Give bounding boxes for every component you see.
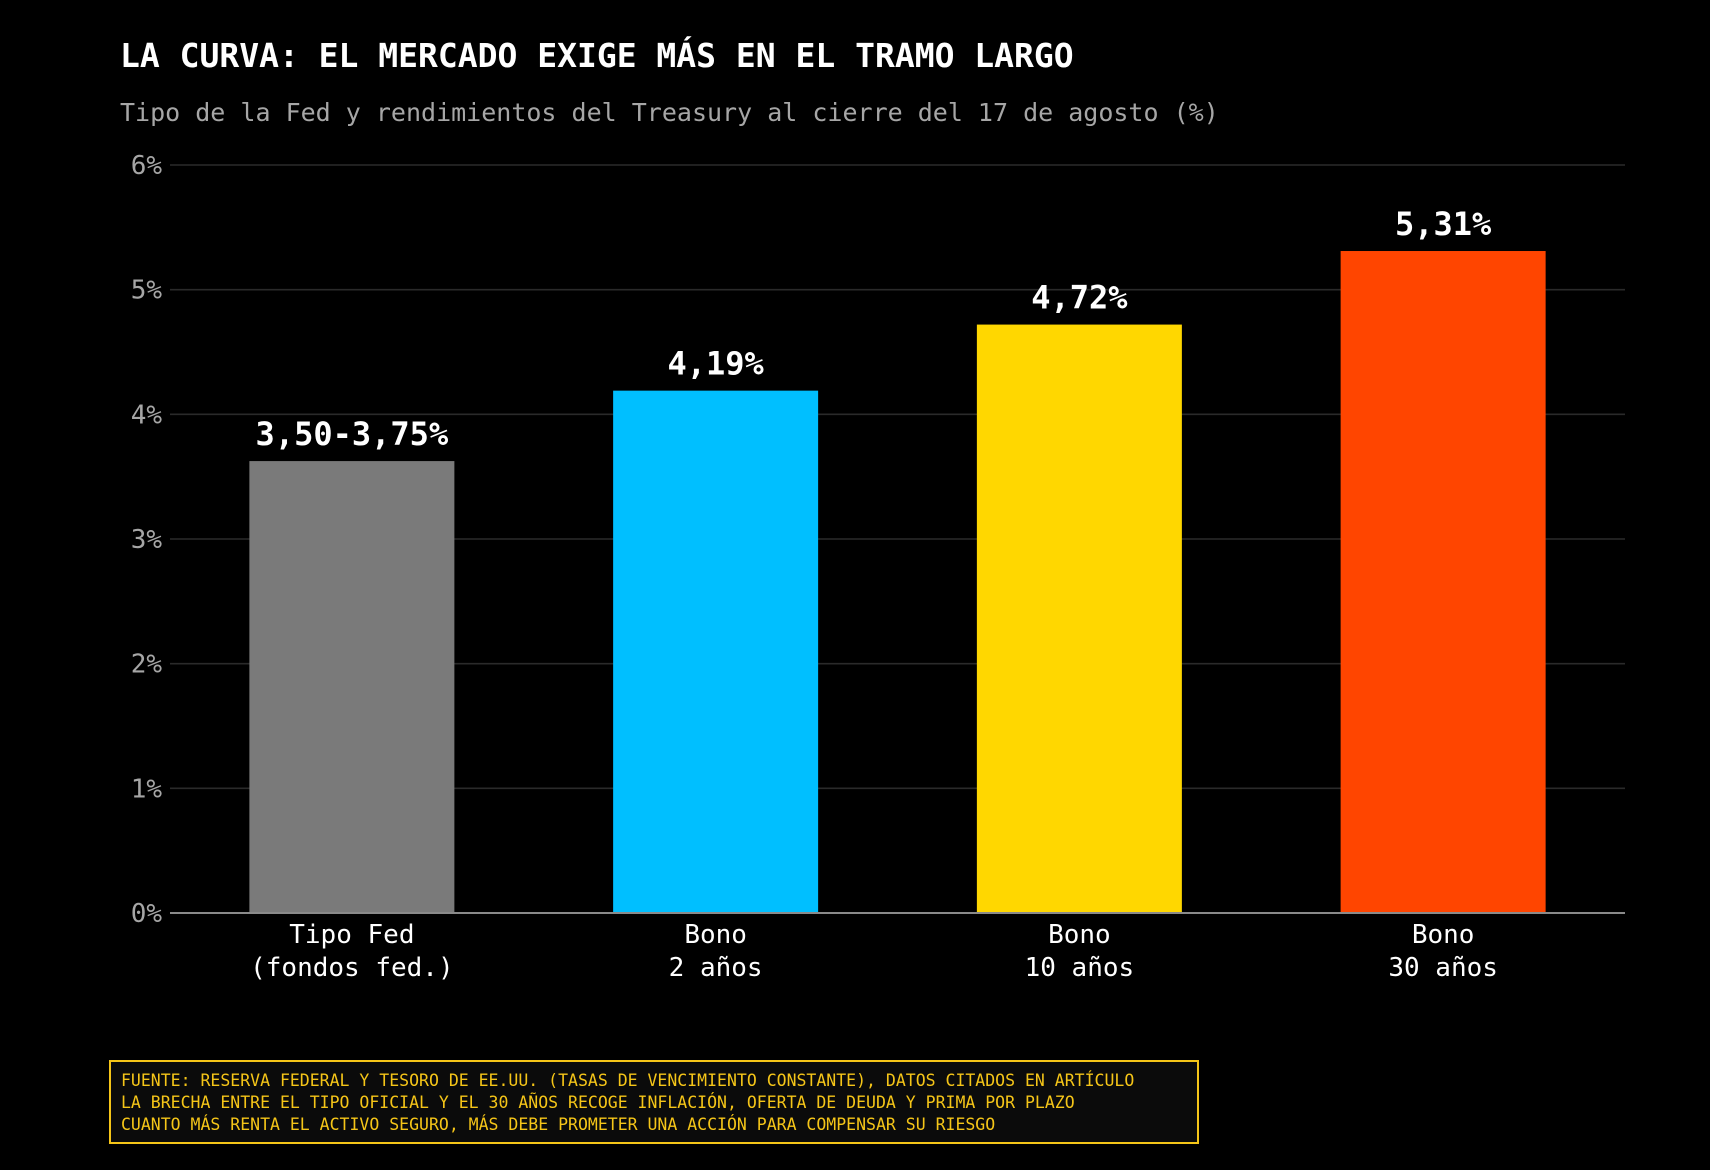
x-tick-label: Bono [1412,920,1475,950]
x-tick-label: 10 años [1025,953,1135,983]
chart-title: LA CURVA: EL MERCADO EXIGE MÁS EN EL TRA… [120,36,1074,75]
bar [613,390,819,913]
bar [976,324,1182,913]
data-label: 5,31% [1395,205,1492,243]
x-tick-label: Bono [684,920,747,950]
chart-subtitle: Tipo de la Fed y rendimientos del Treasu… [120,98,1219,127]
data-label: 4,72% [1031,279,1128,317]
data-label: 3,50-3,75% [256,415,449,453]
y-tick-label: 4% [131,400,163,430]
x-tick-label: Tipo Fed [289,920,414,950]
y-tick-label: 1% [131,774,163,804]
y-tick-label: 3% [131,525,163,555]
x-tick-label: 30 años [1388,953,1498,983]
source-note-line: LA BRECHA ENTRE EL TIPO OFICIAL Y EL 30 … [121,1093,1075,1112]
y-tick-label: 5% [131,276,163,306]
x-tick-label: 2 años [669,953,763,983]
source-note-line: FUENTE: RESERVA FEDERAL Y TESORO DE EE.U… [121,1071,1135,1090]
bar [1340,251,1546,913]
y-tick-label: 0% [131,899,163,929]
source-note-line: CUANTO MÁS RENTA EL ACTIVO SEGURO, MÁS D… [121,1115,996,1134]
source-note-box: FUENTE: RESERVA FEDERAL Y TESORO DE EE.U… [109,1060,1199,1144]
y-tick-label: 6% [131,151,163,181]
x-tick-label: Bono [1048,920,1111,950]
data-label: 4,19% [667,345,764,383]
x-tick-label: (fondos fed.) [250,953,454,983]
y-tick-label: 2% [131,650,163,680]
bar [249,461,455,913]
